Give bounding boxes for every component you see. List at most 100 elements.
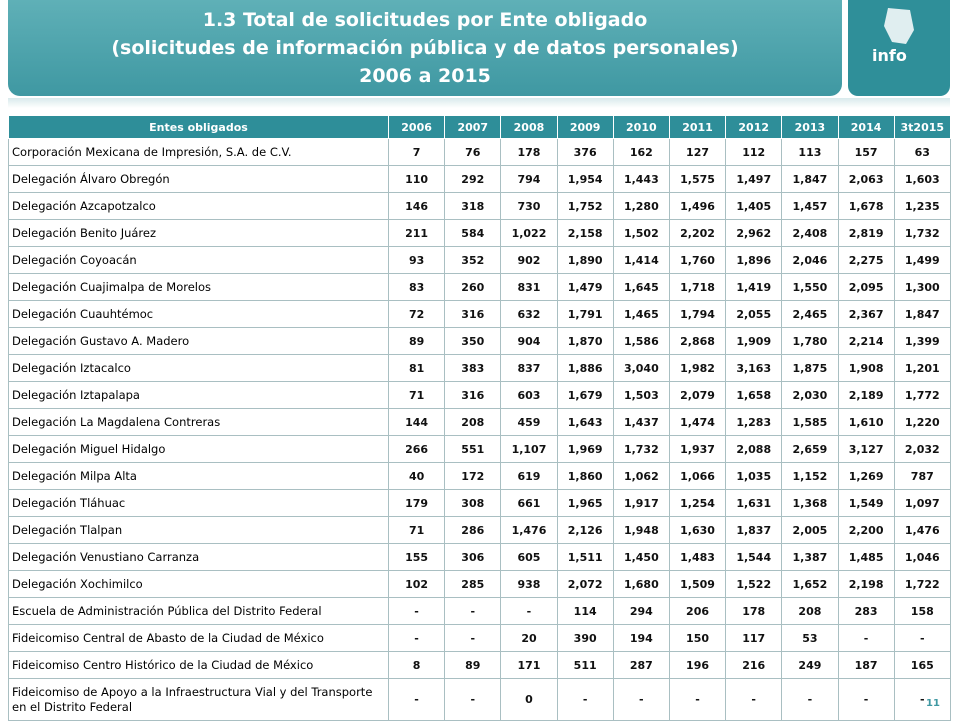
count-cell: 127 xyxy=(668,138,727,166)
count-cell: 831 xyxy=(500,273,558,301)
table-row: Fideicomiso Central de Abasto de la Ciud… xyxy=(8,624,951,652)
count-cell: 2,032 xyxy=(893,435,951,463)
count-cell: 83 xyxy=(387,273,446,301)
count-cell: 1,097 xyxy=(893,489,951,517)
logo-map xyxy=(884,8,914,44)
count-cell: 2,659 xyxy=(781,435,839,463)
count-cell: 2,046 xyxy=(781,246,839,274)
count-cell: 837 xyxy=(500,354,558,382)
count-cell: 53 xyxy=(781,624,839,652)
count-cell: 2,158 xyxy=(556,219,614,247)
title-banner: 1.3 Total de solicitudes por Ente obliga… xyxy=(8,0,842,96)
count-cell: 206 xyxy=(668,597,727,625)
count-cell: 72 xyxy=(387,300,446,328)
table-row: Escuela de Administración Pública del Di… xyxy=(8,597,951,625)
count-cell: 390 xyxy=(556,624,614,652)
count-cell: - xyxy=(725,678,783,721)
count-cell: 179 xyxy=(387,489,446,517)
count-cell: 2,408 xyxy=(781,219,839,247)
count-cell: 308 xyxy=(444,489,502,517)
count-cell: 2,005 xyxy=(781,516,839,544)
count-cell: 1,780 xyxy=(781,327,839,355)
count-cell: 1,847 xyxy=(893,300,951,328)
count-cell: 904 xyxy=(500,327,558,355)
table-row: Delegación Iztacalco 81 383 837 1,886 3,040 1,… xyxy=(8,354,951,382)
count-cell: 260 xyxy=(444,273,502,301)
count-cell: 1,575 xyxy=(668,165,727,193)
count-cell: 1,969 xyxy=(556,435,614,463)
count-cell: 1,948 xyxy=(612,516,670,544)
count-cell: 2,095 xyxy=(837,273,895,301)
table-row: Delegación Gustavo A. Madero 89 350 904 1,87… xyxy=(8,327,951,355)
count-cell: 113 xyxy=(781,138,839,166)
count-cell: 316 xyxy=(444,300,502,328)
count-cell: 1,483 xyxy=(668,543,727,571)
count-cell: 2,367 xyxy=(837,300,895,328)
count-cell: 1,630 xyxy=(668,516,727,544)
count-cell: 150 xyxy=(668,624,727,652)
count-cell: 76 xyxy=(444,138,502,166)
count-cell: 2,126 xyxy=(556,516,614,544)
count-cell: 1,658 xyxy=(725,381,783,409)
count-cell: 0 xyxy=(500,678,558,721)
count-cell: 1,610 xyxy=(837,408,895,436)
count-cell: - xyxy=(556,678,614,721)
count-cell: 1,847 xyxy=(781,165,839,193)
subtitle: (solicitudes de información pública y de… xyxy=(111,37,739,59)
entity-name: Fideicomiso Centro Histórico de la Ciuda… xyxy=(8,651,389,679)
count-cell: 1,522 xyxy=(725,570,783,598)
count-cell: 1,752 xyxy=(556,192,614,220)
count-cell: 2,198 xyxy=(837,570,895,598)
count-cell: 1,496 xyxy=(668,192,727,220)
entity-name: Delegación Benito Juárez xyxy=(8,219,389,247)
count-cell: 1,465 xyxy=(612,300,670,328)
count-cell: 1,046 xyxy=(893,543,951,571)
count-cell: 1,645 xyxy=(612,273,670,301)
entity-name: Delegación Iztacalco xyxy=(8,354,389,382)
count-cell: 1,652 xyxy=(781,570,839,598)
count-cell: 1,499 xyxy=(893,246,951,274)
count-cell: 1,152 xyxy=(781,462,839,490)
count-cell: 2,214 xyxy=(837,327,895,355)
count-cell: 1,643 xyxy=(556,408,614,436)
entity-name: Delegación Tlalpan xyxy=(8,516,389,544)
count-cell: 2,030 xyxy=(781,381,839,409)
entity-name: Delegación Miguel Hidalgo xyxy=(8,435,389,463)
count-cell: 285 xyxy=(444,570,502,598)
count-cell: 1,201 xyxy=(893,354,951,382)
count-cell: - xyxy=(387,678,446,721)
count-cell: 584 xyxy=(444,219,502,247)
count-cell: 1,870 xyxy=(556,327,614,355)
count-cell: 1,875 xyxy=(781,354,839,382)
column-header: 2007 xyxy=(444,115,502,139)
count-cell: 162 xyxy=(612,138,670,166)
count-cell: 1,509 xyxy=(668,570,727,598)
count-cell: 112 xyxy=(725,138,783,166)
count-cell: 1,718 xyxy=(668,273,727,301)
count-cell: 1,387 xyxy=(781,543,839,571)
count-cell: 2,088 xyxy=(725,435,783,463)
count-cell: - xyxy=(387,624,446,652)
count-cell: 1,414 xyxy=(612,246,670,274)
column-header: 2008 xyxy=(500,115,558,139)
entity-name: Delegación Coyoacán xyxy=(8,246,389,274)
count-cell: 287 xyxy=(612,651,670,679)
table-row: Delegación Azcapotzalco 146 318 730 1,752 1,2… xyxy=(8,192,951,220)
count-cell: 294 xyxy=(612,597,670,625)
count-cell: 1,772 xyxy=(893,381,951,409)
count-cell: 114 xyxy=(556,597,614,625)
count-cell: 208 xyxy=(781,597,839,625)
count-cell: 178 xyxy=(500,138,558,166)
table-row: Delegación Cuauhtémoc 72 316 632 1,791 1,465 1… xyxy=(8,300,951,328)
count-cell: 20 xyxy=(500,624,558,652)
count-cell: 1,886 xyxy=(556,354,614,382)
count-cell: 605 xyxy=(500,543,558,571)
count-cell: 1,399 xyxy=(893,327,951,355)
count-cell: 1,544 xyxy=(725,543,783,571)
count-cell: 603 xyxy=(500,381,558,409)
count-cell: 172 xyxy=(444,462,502,490)
count-cell: 1,549 xyxy=(837,489,895,517)
table-row: Delegación Milpa Alta 40 172 619 1,860 1,062 1… xyxy=(8,462,951,490)
count-cell: 208 xyxy=(444,408,502,436)
